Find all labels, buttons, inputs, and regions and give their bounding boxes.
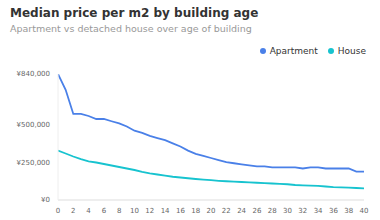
html-text:Apartment vs detached house ov: Apartment vs detached house over age of … [10, 23, 252, 34]
html-text:Median price per m2 by buildin: Median price per m2 by building age [10, 6, 259, 20]
svg-text:¥250,000: ¥250,000 [17, 159, 50, 167]
svg-text:¥0: ¥0 [41, 196, 50, 204]
svg-text:¥840,000: ¥840,000 [17, 70, 50, 78]
svg-text:8: 8 [117, 207, 121, 215]
svg-text:40: 40 [360, 207, 369, 215]
svg-text:2: 2 [71, 207, 75, 215]
svg-text:6: 6 [102, 207, 107, 215]
svg-text:22: 22 [222, 207, 231, 215]
svg-text:4: 4 [86, 207, 91, 215]
svg-text:¥500,000: ¥500,000 [17, 121, 50, 129]
svg-text:10: 10 [130, 207, 139, 215]
svg-text:24: 24 [237, 207, 246, 215]
svg-text:20: 20 [207, 207, 216, 215]
svg-text:14: 14 [161, 207, 170, 215]
svg-text:34: 34 [314, 207, 323, 215]
html-text:House: House [337, 46, 366, 56]
svg-text:12: 12 [145, 207, 154, 215]
svg-text:28: 28 [268, 207, 277, 215]
svg-text:36: 36 [329, 207, 338, 215]
svg-text:26: 26 [252, 207, 261, 215]
svg-text:18: 18 [191, 207, 200, 215]
svg-text:16: 16 [176, 207, 185, 215]
svg-text:32: 32 [298, 207, 307, 215]
svg-text:38: 38 [344, 207, 353, 215]
svg-text:0: 0 [56, 207, 60, 215]
svg-text:30: 30 [283, 207, 292, 215]
html-text:Apartment: Apartment [269, 46, 318, 56]
